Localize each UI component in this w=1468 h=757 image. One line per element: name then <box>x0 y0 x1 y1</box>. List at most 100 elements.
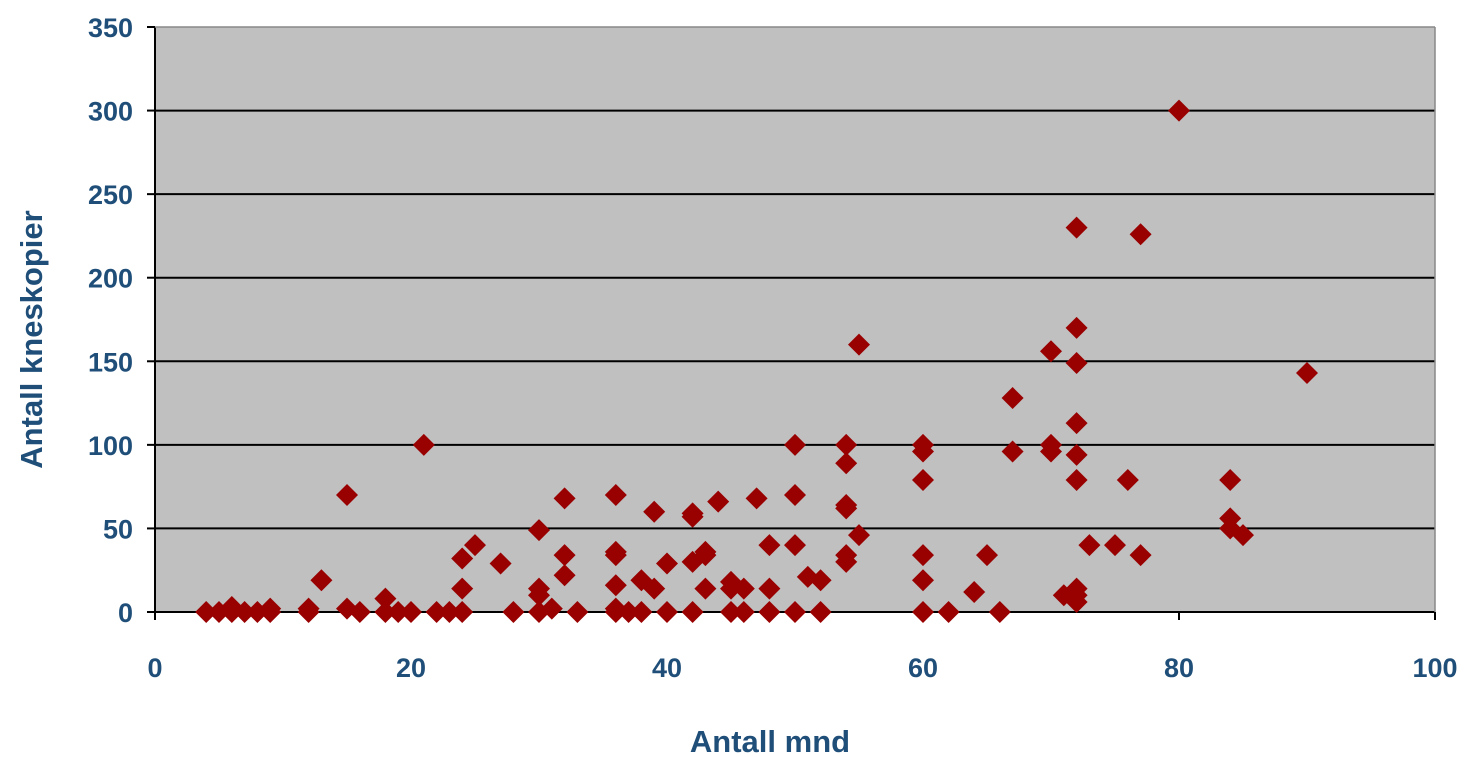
data-point <box>604 601 627 623</box>
data-point <box>656 552 678 575</box>
data-point <box>720 577 742 600</box>
y-axis-title: Antall kneskopier <box>14 210 49 468</box>
data-point <box>1065 412 1088 435</box>
data-point <box>912 569 934 592</box>
x-tick-label: 0 <box>147 653 162 683</box>
data-point <box>835 550 858 573</box>
data-point <box>656 601 678 623</box>
data-point <box>758 577 781 600</box>
data-point <box>604 574 627 597</box>
data-point <box>784 534 806 557</box>
data-point <box>400 601 422 623</box>
data-point <box>1129 544 1152 567</box>
data-point <box>912 468 934 491</box>
data-point <box>681 505 704 528</box>
data-point <box>233 601 256 623</box>
data-point <box>1001 440 1024 463</box>
y-tick-label: 300 <box>88 97 133 127</box>
data-point <box>528 577 550 600</box>
data-point <box>1232 524 1254 547</box>
plot-area <box>155 27 1435 612</box>
data-point <box>310 569 333 592</box>
data-point <box>1296 361 1318 384</box>
y-tick-label: 350 <box>88 13 133 43</box>
data-point <box>784 484 806 506</box>
data-point <box>758 534 781 557</box>
data-point <box>694 540 717 563</box>
data-point <box>1116 468 1139 491</box>
data-point <box>1078 534 1101 557</box>
data-point <box>732 601 755 623</box>
data-point <box>809 601 832 623</box>
data-point <box>374 601 397 623</box>
data-point <box>784 433 806 456</box>
data-point <box>963 580 986 603</box>
data-point <box>451 577 474 600</box>
data-point <box>835 452 858 475</box>
data-point <box>1065 316 1088 339</box>
data-point <box>553 544 576 567</box>
data-point <box>195 601 218 623</box>
x-tick-label: 20 <box>396 653 426 683</box>
data-point <box>937 601 960 623</box>
x-tick-label: 40 <box>652 653 682 683</box>
data-point <box>681 601 704 623</box>
data-point <box>1040 340 1062 363</box>
x-tick-label: 80 <box>1164 653 1194 683</box>
data-point <box>1040 440 1062 463</box>
data-point <box>912 544 934 567</box>
data-point <box>694 577 717 600</box>
data-point <box>707 490 730 513</box>
data-point <box>336 484 358 506</box>
y-tick-label: 250 <box>88 180 133 210</box>
data-point <box>604 484 627 506</box>
y-tick-label: 0 <box>118 598 133 628</box>
y-tick-label: 50 <box>103 514 133 544</box>
data-point <box>553 487 576 510</box>
data-point <box>451 601 474 623</box>
data-point <box>348 601 371 623</box>
data-point <box>1104 534 1126 557</box>
data-point <box>630 601 653 623</box>
data-point <box>617 601 640 623</box>
data-point <box>604 544 627 567</box>
data-point <box>976 544 998 567</box>
data-point <box>540 597 563 620</box>
y-tick-labels: 0 50 100 150 200 250 300 350 <box>88 13 133 628</box>
data-point <box>1219 468 1242 491</box>
data-point <box>643 500 666 523</box>
data-point <box>1001 387 1024 410</box>
data-point <box>720 601 742 623</box>
y-tick-label: 100 <box>88 431 133 461</box>
data-point <box>297 597 320 620</box>
data-point <box>912 601 934 623</box>
data-point <box>489 552 512 575</box>
data-point <box>835 433 858 456</box>
data-points <box>195 99 1318 623</box>
data-point <box>425 601 448 623</box>
data-point <box>464 534 486 557</box>
data-point <box>643 577 666 600</box>
data-point <box>374 587 397 610</box>
data-point <box>912 440 934 463</box>
data-point <box>784 601 806 623</box>
x-axis-title: Antall mnd <box>690 724 850 757</box>
data-point <box>412 433 435 456</box>
data-point <box>553 564 576 587</box>
data-point <box>809 569 832 592</box>
data-point <box>451 547 474 570</box>
x-tick-label: 100 <box>1412 653 1457 683</box>
data-point <box>1065 468 1088 491</box>
data-point <box>528 519 550 542</box>
data-point <box>758 601 781 623</box>
data-point <box>1168 99 1190 122</box>
data-point <box>988 601 1011 623</box>
x-tick-labels: 0 20 40 60 80 100 <box>147 653 1457 683</box>
data-point <box>387 601 410 623</box>
data-point <box>732 577 755 600</box>
gridlines <box>147 26 1436 620</box>
data-point <box>745 487 768 510</box>
y-tick-label: 150 <box>88 347 133 377</box>
